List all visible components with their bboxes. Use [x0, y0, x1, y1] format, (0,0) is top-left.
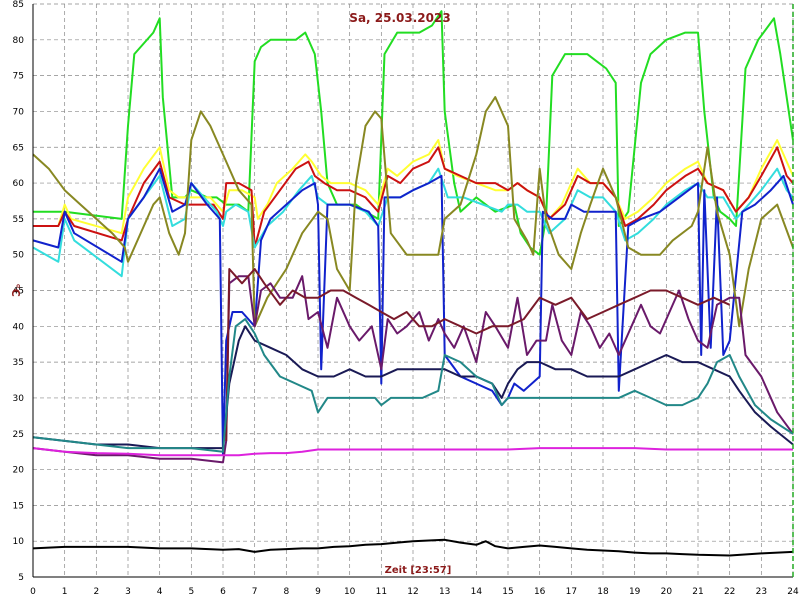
y-tick-label: 20: [13, 466, 25, 476]
series-line-8: [225, 268, 731, 441]
x-tick-label: 1: [62, 587, 68, 597]
series-line-2: [33, 139, 794, 235]
y-tick-label: 60: [13, 179, 25, 189]
y-tick-label: 50: [13, 251, 25, 261]
x-tick-label: 3: [125, 587, 131, 597]
y-tick-label: 80: [13, 36, 25, 46]
series-line-9: [32, 325, 794, 450]
y-tick-label: 15: [13, 501, 24, 511]
x-tick-label: 17: [566, 587, 577, 597]
series-line-12: [32, 538, 794, 557]
x-tick-label: 14: [471, 587, 483, 597]
x-tick-label: 15: [502, 587, 513, 597]
y-tick-label: 40: [13, 322, 25, 332]
y-tick-label: 25: [13, 430, 24, 440]
x-tick-label: 7: [252, 587, 258, 597]
x-tick-label: 11: [376, 587, 387, 597]
x-tick-label: 13: [439, 587, 450, 597]
y-axis-label: °C: [9, 283, 22, 297]
series-line-5: [32, 167, 794, 457]
y-tick-label: 75: [13, 72, 24, 82]
y-tick-labels: 5 10 15 20 25 30 35 40 45 50 55 60 65 70 75 80 85: [13, 0, 25, 583]
y-tick-label: 35: [13, 358, 24, 368]
series-line-11: [32, 447, 793, 457]
series-line-1: [33, 10, 794, 256]
x-tick-label: 4: [157, 587, 163, 597]
y-tick-label: 30: [13, 394, 25, 404]
y-tick-label: 70: [13, 107, 25, 117]
x-tick-label: 5: [188, 587, 194, 597]
x-tick-label: 22: [724, 587, 735, 597]
x-tick-label: 21: [692, 587, 703, 597]
series-line-6: [32, 96, 794, 328]
x-tick-label: 8: [283, 587, 289, 597]
x-tick-labels: 0 1 2 3 4 5 6 7 8 9 10 11 12 13 14 15 16 17 18 19 20 21 22 23 24: [30, 587, 799, 597]
x-tick-label: 10: [344, 587, 356, 597]
x-tick-label: 9: [315, 587, 321, 597]
series-lines: [32, 10, 794, 557]
x-tick-label: 6: [220, 587, 226, 597]
y-tick-label: 65: [13, 143, 24, 153]
x-tick-label: 20: [661, 587, 673, 597]
y-tick-label: 55: [13, 215, 24, 225]
y-tick-label: 45: [13, 287, 24, 297]
y-tick-label: 85: [13, 0, 24, 10]
x-tick-label: 0: [30, 587, 36, 597]
x-tick-label: 24: [787, 587, 799, 597]
x-tick-label: 2: [93, 587, 99, 597]
x-tick-label: 23: [756, 587, 767, 597]
x-axis-label: Zeit [23:57]: [385, 565, 452, 576]
x-tick-label: 18: [597, 587, 609, 597]
series-line-3: [33, 146, 794, 249]
x-tick-label: 12: [407, 587, 418, 597]
series-line-10: [32, 318, 794, 453]
y-tick-label: 10: [13, 537, 25, 547]
x-tick-label: 19: [629, 587, 641, 597]
series-line-7: [32, 275, 794, 464]
x-tick-label: 16: [534, 587, 546, 597]
chart-title: Sa, 25.03.2023: [349, 11, 450, 25]
y-tick-label: 5: [18, 573, 24, 583]
